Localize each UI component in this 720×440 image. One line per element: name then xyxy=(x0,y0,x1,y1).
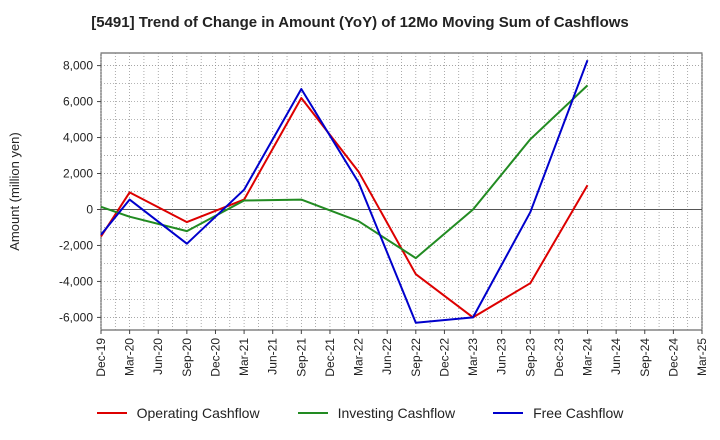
y-tick-label: -4,000 xyxy=(59,274,93,288)
y-tick-label: 4,000 xyxy=(63,131,93,145)
y-tick-label: 2,000 xyxy=(63,167,93,181)
x-tick-label: Mar-21 xyxy=(237,338,251,376)
x-tick-label: Mar-25 xyxy=(695,338,709,376)
y-tick-label: -2,000 xyxy=(59,238,93,252)
legend-label-investing: Investing Cashflow xyxy=(337,405,456,421)
x-tick-label: Dec-21 xyxy=(323,338,337,377)
legend-swatch-operating xyxy=(96,412,127,414)
x-tick-label: Jun-23 xyxy=(495,338,509,375)
x-tick-label: Dec-23 xyxy=(552,338,566,377)
x-tick-label: Mar-24 xyxy=(581,338,595,376)
x-tick-label: Jun-22 xyxy=(380,338,394,375)
x-tick-label: Sep-24 xyxy=(638,338,652,377)
x-tick-label: Mar-20 xyxy=(123,338,137,376)
x-tick-label: Dec-24 xyxy=(666,338,680,377)
x-tick-label: Dec-22 xyxy=(437,338,451,377)
x-tick-label: Sep-23 xyxy=(523,338,537,377)
y-axis-label: Amount (million yen) xyxy=(7,132,22,251)
series-line-investing-cashflow xyxy=(100,84,589,260)
chart-legend: Operating Cashflow Investing Cashflow Fr… xyxy=(0,405,720,421)
y-tick-label: 6,000 xyxy=(63,95,93,109)
x-tick-label: Dec-20 xyxy=(208,338,222,377)
y-tick-label: -6,000 xyxy=(59,310,93,324)
x-tick-label: Dec-19 xyxy=(94,338,108,377)
x-tick-label: Sep-22 xyxy=(409,338,423,377)
series-line-free-cashflow xyxy=(100,59,589,324)
x-tick-label: Mar-22 xyxy=(352,338,366,376)
x-tick-label: Mar-23 xyxy=(466,338,480,376)
y-tick-label: 8,000 xyxy=(63,59,93,73)
legend-item-operating: Operating Cashflow xyxy=(96,405,260,421)
x-tick-label: Sep-21 xyxy=(294,338,308,377)
legend-swatch-investing xyxy=(297,412,328,414)
x-tick-label: Jun-21 xyxy=(266,338,280,375)
y-tick-label: 0 xyxy=(86,202,93,216)
legend-label-operating: Operating Cashflow xyxy=(136,405,260,421)
legend-swatch-free xyxy=(493,412,524,414)
x-tick-label: Jun-24 xyxy=(609,338,623,375)
x-tick-label: Sep-20 xyxy=(180,338,194,377)
x-tick-label: Jun-20 xyxy=(151,338,165,375)
legend-label-free: Free Cashflow xyxy=(533,405,624,421)
legend-item-investing: Investing Cashflow xyxy=(297,405,456,421)
chart-title: [5491] Trend of Change in Amount (YoY) o… xyxy=(91,14,629,31)
legend-item-free: Free Cashflow xyxy=(493,405,623,421)
